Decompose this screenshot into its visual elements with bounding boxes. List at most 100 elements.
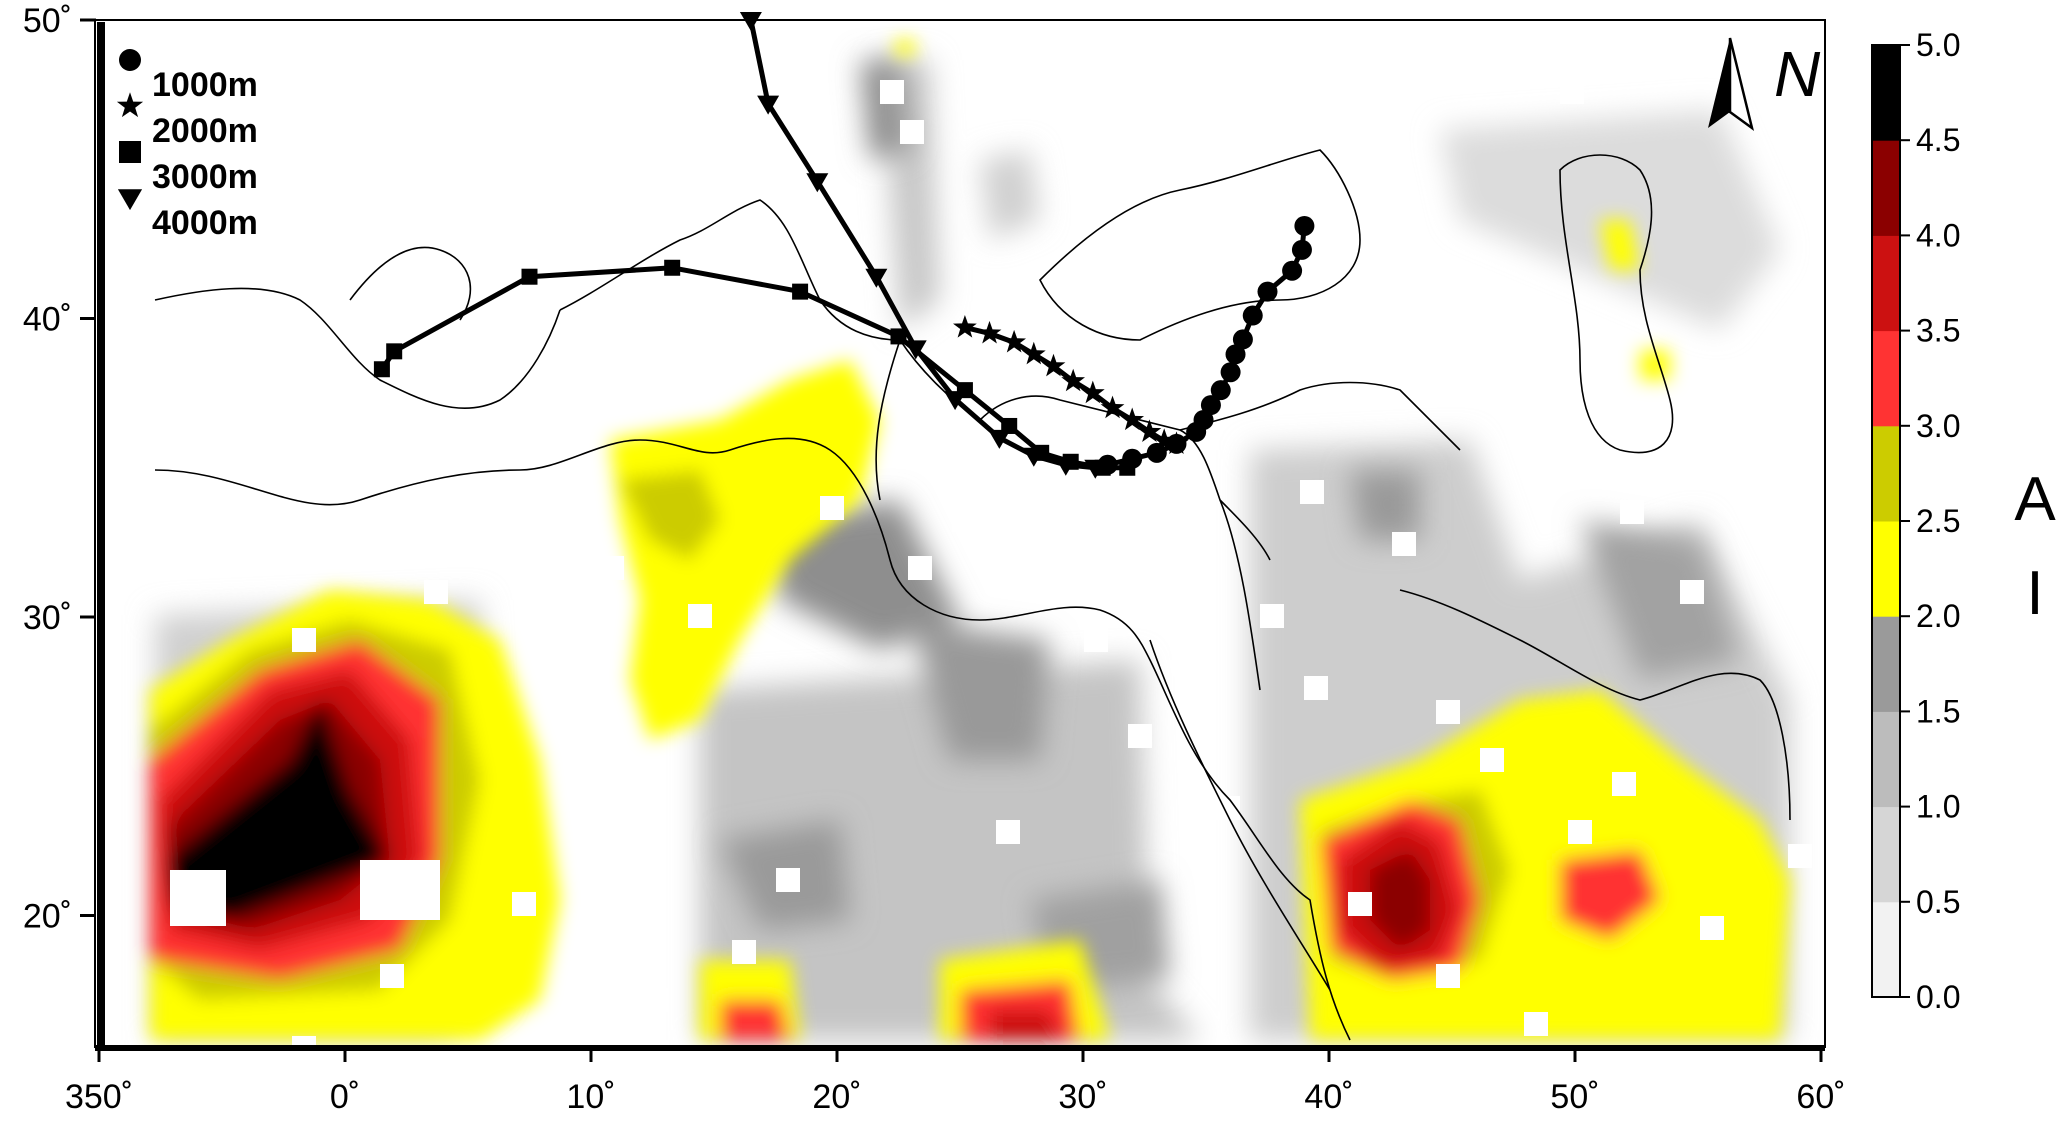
- colorbar-title-top: A: [2014, 465, 2056, 534]
- data-gap-cell: [1436, 964, 1460, 988]
- north-label: N: [1774, 38, 1821, 110]
- data-gap-cell: [996, 820, 1020, 844]
- data-gap-cell: [1480, 748, 1504, 772]
- data-gap-cell: [1128, 724, 1152, 748]
- colorbar-tick-label: 4.5: [1916, 122, 1960, 158]
- data-gap-cell: [880, 80, 904, 104]
- data-gap-cell: [248, 1084, 272, 1108]
- data-gap-cell: [1260, 604, 1284, 628]
- trajectory-point-square: [664, 259, 681, 276]
- lon-tick-label: 60˚: [1796, 1078, 1845, 1116]
- legend-label: 1000m: [152, 66, 258, 104]
- trajectory-point-star: [1137, 419, 1162, 442]
- trajectory-point-triangle-down: [988, 429, 1011, 449]
- data-gap-cell: [908, 556, 932, 580]
- data-gap-cell: [292, 628, 316, 652]
- lat-tick-label: 30˚: [23, 599, 72, 637]
- colorbar-segment: [1872, 235, 1900, 332]
- trajectory-point-circle: [1186, 421, 1207, 442]
- trajectory-point-circle: [1294, 215, 1315, 236]
- colorbar-tick-label: 0.0: [1916, 979, 1960, 1015]
- trajectory-4000m: [739, 12, 1107, 479]
- lon-tick-label: 30˚: [1058, 1078, 1107, 1116]
- data-gap-cell: [900, 120, 924, 144]
- trajectory-point-triangle-down: [944, 391, 967, 411]
- legend-entry: 4000m: [117, 189, 258, 242]
- colorbar: 0.0 0.5 1.0 1.5 2.0 2.5 3.0 3.5 4.0 4.5 5.0 AI: [1871, 27, 2056, 1015]
- colorbar-tick-label: 3.5: [1916, 313, 1960, 349]
- data-gap-cell: [1392, 532, 1416, 556]
- lon-tick-label: 40˚: [1304, 1078, 1353, 1116]
- colorbar-segment: [1872, 806, 1900, 903]
- data-gap-cell: [1084, 628, 1108, 652]
- colorbar-tick-label: 0.5: [1916, 884, 1960, 920]
- colorbar-tick-label: 5.0: [1916, 27, 1960, 63]
- trajectory-point-circle: [1257, 281, 1278, 302]
- legend-label: 4000m: [152, 204, 258, 242]
- data-gap-cell: [380, 964, 404, 988]
- trajectory-point-circle: [1242, 305, 1263, 326]
- legend-entry: 3000m: [119, 141, 258, 196]
- data-gap-cell: [1524, 1012, 1548, 1036]
- data-gap-cell: [1348, 892, 1372, 916]
- trajectory-point-square: [890, 328, 907, 345]
- data-gap-cell: [360, 860, 440, 920]
- trajectory-2000m: [953, 315, 1189, 454]
- trajectory-point-circle: [1146, 442, 1167, 463]
- trajectory-point-star: [1120, 407, 1145, 431]
- legend-symbol-circle: [119, 49, 141, 71]
- trajectory-point-square: [792, 283, 809, 300]
- data-gap-cell: [170, 870, 226, 926]
- data-gap-cell: [556, 592, 580, 616]
- trajectory-point-square: [521, 268, 538, 285]
- data-gap-cell: [1612, 1060, 1636, 1084]
- trajectory-line: [748, 19, 1096, 471]
- trajectory-1000m: [1097, 215, 1315, 475]
- data-gap-cell: [204, 508, 228, 532]
- data-gap-cell: [1040, 580, 1064, 604]
- trajectory-point-triangle-down: [757, 95, 780, 115]
- lat-tick-label: 50˚: [23, 2, 72, 40]
- north-arrow: N: [1708, 37, 1821, 132]
- data-gap-cell: [1620, 500, 1644, 524]
- data-gap-cell: [960, 500, 984, 524]
- trajectory-point-star: [1061, 368, 1085, 392]
- legend-entry: 2000m: [116, 92, 258, 150]
- data-gap-cell: [1700, 916, 1724, 940]
- lon-tick-label: 20˚: [812, 1078, 861, 1116]
- trajectory-point-circle: [1291, 239, 1312, 260]
- trajectories: [373, 12, 1315, 479]
- trajectory-point-circle: [1220, 362, 1241, 383]
- trajectory-point-star: [1081, 380, 1105, 404]
- data-gap-cell: [292, 1036, 316, 1047]
- colorbar-tick-label: 4.0: [1916, 217, 1960, 253]
- legend-symbol-square: [119, 141, 141, 163]
- data-gap-cell: [1560, 80, 1584, 104]
- axis-ticks: 350˚ 0˚ 10˚ 20˚ 30˚ 40˚ 50˚ 60˚ 50˚ 40˚ 30˚ 20˚: [23, 2, 1846, 1116]
- map-frame: [94, 19, 1826, 1051]
- trajectory-line: [1107, 225, 1307, 468]
- trajectory-point-triangle-down: [865, 268, 888, 288]
- legend-label: 2000m: [152, 112, 258, 150]
- lon-tick-label: 50˚: [1550, 1078, 1599, 1116]
- data-gap-cell: [688, 604, 712, 628]
- trajectory-point-star: [1100, 395, 1125, 419]
- trajectory-point-circle: [1232, 329, 1253, 350]
- colorbar-segment: [1872, 330, 1900, 427]
- colorbar-tick-label: 1.0: [1916, 789, 1960, 825]
- lat-tick-label: 40˚: [23, 301, 72, 339]
- data-gap-cell: [424, 580, 448, 604]
- lat-tick-label: 20˚: [23, 898, 72, 936]
- colorbar-segment: [1872, 711, 1900, 808]
- colorbar-title-bottom: I: [2026, 559, 2043, 628]
- lon-tick-label: 0˚: [330, 1078, 360, 1116]
- legend-label: 3000m: [152, 158, 258, 196]
- height-legend: 1000m 2000m 3000m 4000m: [116, 49, 258, 242]
- legend-symbol-star: [116, 92, 144, 118]
- data-gap-cell: [1612, 772, 1636, 796]
- trajectory-point-star: [977, 320, 1002, 344]
- data-gap-cell: [776, 868, 800, 892]
- trajectory-point-star: [953, 315, 977, 338]
- data-gap-cell: [1436, 700, 1460, 724]
